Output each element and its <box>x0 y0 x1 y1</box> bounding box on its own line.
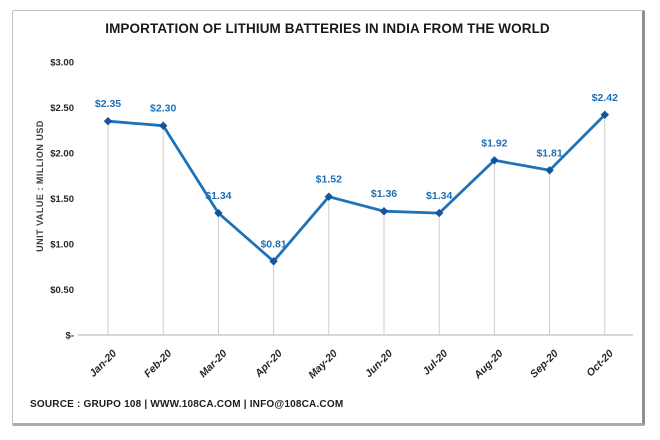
x-tick-label: Apr-20 <box>252 348 285 381</box>
value-label: $1.92 <box>481 137 507 149</box>
data-point-marker <box>214 208 223 218</box>
x-tick-label: Jan-20 <box>87 348 119 380</box>
y-tick-label: $1.00 <box>50 240 74 251</box>
x-tick-label: Feb-20 <box>142 348 175 381</box>
x-tick-label: Mar-20 <box>197 348 230 381</box>
data-point-marker <box>435 208 444 218</box>
value-label: $1.52 <box>316 174 342 186</box>
value-label: $2.30 <box>150 103 176 115</box>
value-label: $1.34 <box>205 190 231 202</box>
value-label: $0.81 <box>260 238 286 250</box>
x-tick-label: Jul-20 <box>420 348 450 378</box>
value-label: $2.42 <box>592 92 618 104</box>
x-tick-label: Sep-20 <box>528 348 561 381</box>
value-label: $1.81 <box>536 147 562 159</box>
value-label: $2.35 <box>95 98 121 110</box>
data-point-marker <box>379 207 389 216</box>
y-tick-label: $0.50 <box>50 285 74 296</box>
x-tick-label: Jun-20 <box>363 348 396 381</box>
data-point-marker <box>490 156 499 165</box>
data-point-marker <box>159 121 168 130</box>
x-tick-label: May-20 <box>306 348 340 382</box>
y-tick-label: $1.50 <box>50 194 74 205</box>
y-tick-label: $2.50 <box>50 103 74 114</box>
y-tick-label: $3.00 <box>50 58 74 69</box>
x-tick-label: Aug-20 <box>471 348 505 382</box>
source-text: SOURCE : GRUPO 108 | WWW.108CA.COM | INF… <box>30 399 344 410</box>
data-point-marker <box>545 166 554 175</box>
data-point-marker <box>269 257 278 266</box>
y-tick-label: $- <box>66 331 74 342</box>
data-point-marker <box>103 116 113 126</box>
value-label: $1.36 <box>371 188 397 200</box>
x-tick-label: Oct-20 <box>584 348 616 380</box>
value-label: $1.34 <box>426 190 452 202</box>
data-point-marker <box>324 192 333 201</box>
chart-title: IMPORTATION OF LITHIUM BATTERIES IN INDI… <box>105 21 550 36</box>
series-line <box>106 113 607 263</box>
data-point-marker <box>600 110 609 119</box>
y-tick-label: $2.00 <box>50 149 74 160</box>
